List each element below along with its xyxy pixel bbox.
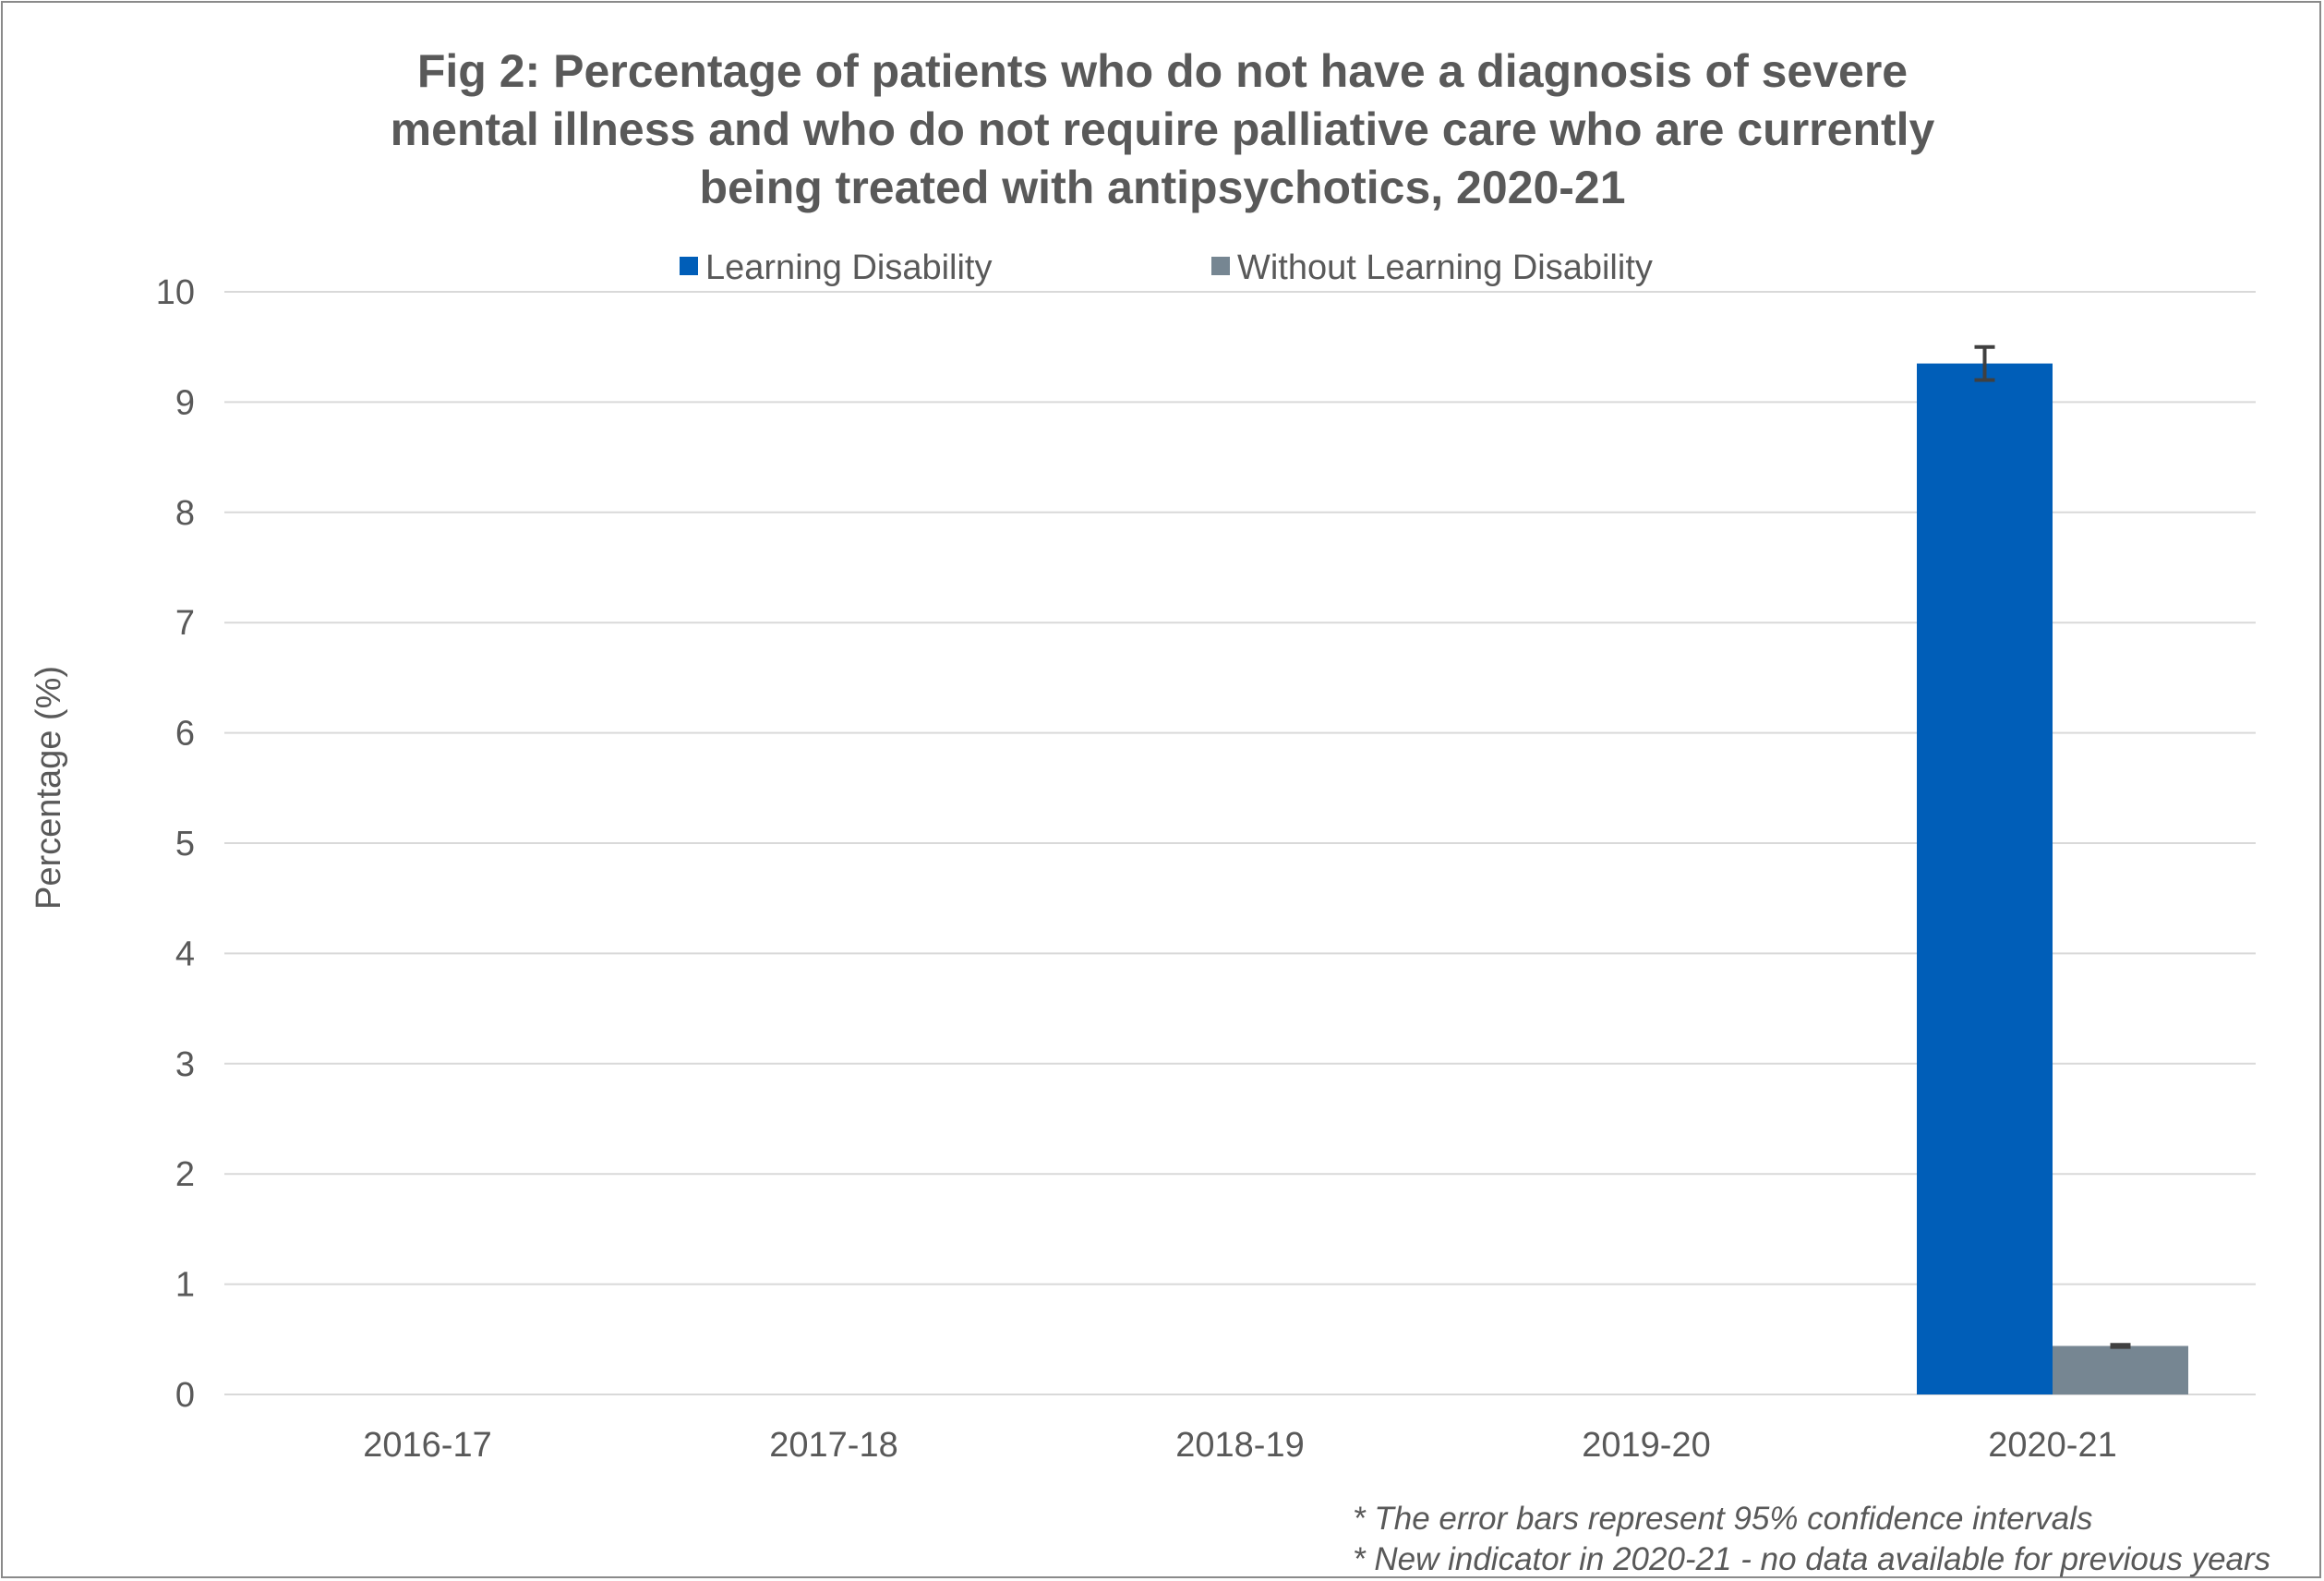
bar-learning-disability-2020-21 (1917, 363, 2053, 1394)
bar-without-learning-disability-2020-21 (2053, 1346, 2188, 1394)
legend-label-without-learning-disability: Without Learning Disability (1237, 248, 1653, 287)
chart-title-line-3: being treated with antipsychotics, 2020-… (699, 162, 1625, 213)
x-tick-label-2017-18: 2017-18 (769, 1426, 897, 1465)
y-tick-label-5: 5 (175, 825, 195, 863)
x-tick-label-2016-17: 2016-17 (363, 1426, 491, 1465)
legend-label-learning-disability: Learning Disability (705, 248, 993, 287)
chart-title: Fig 2: Percentage of patients who do not… (391, 45, 1935, 213)
x-tick-label-2020-21: 2020-21 (1988, 1426, 2116, 1465)
y-tick-label-0: 0 (175, 1376, 195, 1415)
x-tick-label-2018-19: 2018-19 (1175, 1426, 1304, 1465)
error-bar-without-learning-disability-2020-21 (2110, 1343, 2131, 1349)
y-axis-title: Percentage (%) (30, 666, 68, 910)
chart-title-line-2: mental illness and who do not require pa… (391, 103, 1935, 155)
x-tick-label-2019-20: 2019-20 (1582, 1426, 1710, 1465)
legend-swatch-without-learning-disability (1211, 257, 1230, 275)
error-bar-learning-disability-2020-21 (1974, 344, 1995, 382)
y-tick-label-7: 7 (175, 604, 195, 643)
y-tick-label-1: 1 (175, 1266, 195, 1305)
y-tick-label-3: 3 (175, 1045, 195, 1084)
x-axis-tick-labels: 2016-17 2017-18 2018-19 2019-20 2020-21 (363, 1426, 2116, 1465)
footnotes: * The error bars represent 95% confidenc… (1353, 1501, 2270, 1577)
y-tick-label-9: 9 (175, 383, 195, 422)
y-tick-label-10: 10 (156, 273, 195, 312)
legend: Learning Disability Without Learning Dis… (680, 248, 1653, 287)
chart-title-line-1: Fig 2: Percentage of patients who do not… (417, 45, 1908, 97)
footnote-error-bars: * The error bars represent 95% confidenc… (1353, 1501, 2093, 1537)
chart-canvas: Fig 2: Percentage of patients who do not… (30, 45, 2270, 1577)
legend-swatch-learning-disability (680, 257, 698, 275)
y-tick-label-4: 4 (175, 935, 195, 973)
footnote-new-indicator: * New indicator in 2020-21 - no data ava… (1353, 1541, 2270, 1577)
y-tick-label-2: 2 (175, 1155, 195, 1194)
y-tick-label-8: 8 (175, 494, 195, 533)
y-axis-tick-labels: 0 1 2 3 4 5 6 7 8 9 10 (156, 273, 195, 1415)
error-bars (1974, 344, 2131, 1349)
bars (1917, 363, 2188, 1394)
y-tick-label-6: 6 (175, 715, 195, 754)
